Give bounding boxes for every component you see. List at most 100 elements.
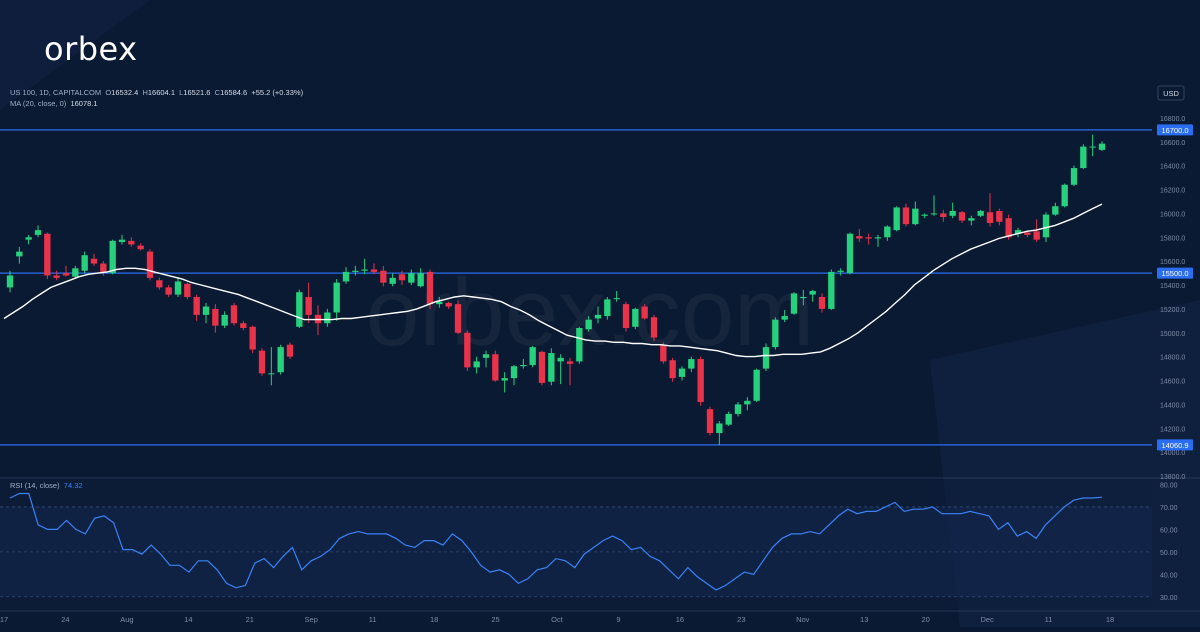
candle-body (884, 226, 891, 238)
currency-box[interactable] (1157, 85, 1185, 101)
time-tick-label: Aug (120, 615, 133, 624)
candle (921, 213, 928, 219)
candle (520, 359, 527, 369)
candle (501, 372, 508, 393)
candle (193, 294, 200, 321)
candle (706, 406, 714, 436)
candle-body (1042, 214, 1050, 238)
candle-body (632, 308, 639, 327)
legend-rsi-value: 74.32 (63, 481, 83, 490)
candle (417, 268, 424, 288)
candle-body (361, 269, 368, 271)
candle-body (454, 304, 462, 333)
candle (109, 239, 116, 275)
candle-body (1070, 168, 1078, 185)
candle-body (90, 258, 98, 264)
legend-o-label: O (105, 88, 112, 97)
rsi-tick-label: 60.00 (1160, 527, 1178, 534)
candle-body (893, 207, 900, 231)
candle (389, 273, 396, 287)
candle-body (510, 366, 518, 379)
candle-body (986, 212, 994, 223)
time-tick-label: 24 (61, 615, 69, 624)
candle (286, 342, 294, 360)
candle-body (772, 319, 779, 348)
candle-body (501, 378, 508, 381)
candle-body (44, 233, 51, 276)
candle-body (958, 212, 966, 221)
candle-body (977, 211, 984, 216)
candle-body (930, 213, 938, 215)
time-tick-label: Sep (305, 615, 318, 624)
candle-body (146, 251, 154, 278)
legend-c-label: C (214, 88, 221, 97)
candle-body (912, 208, 919, 225)
candle (930, 195, 938, 216)
candle (333, 279, 340, 321)
candle (380, 265, 387, 287)
candle-body (949, 211, 956, 216)
candle (1089, 134, 1096, 157)
candle-body (417, 273, 424, 287)
rsi-tick-label: 30.00 (1160, 595, 1178, 602)
candle-body (734, 404, 742, 414)
candle (118, 234, 126, 245)
candle (426, 269, 434, 309)
candle-body (781, 316, 788, 320)
candle (949, 202, 956, 219)
candle-body (1089, 146, 1096, 148)
candle (258, 348, 266, 376)
time-tick-label: 21 (246, 615, 254, 624)
candle (482, 350, 490, 368)
candle-body (352, 270, 359, 272)
candle-body (1098, 143, 1106, 150)
legend-l-label: L (179, 88, 184, 97)
candle (202, 302, 210, 324)
candle-body (100, 263, 107, 272)
candle (613, 291, 620, 302)
legend-high: 16604.1 (147, 88, 175, 97)
level-label-bg (1157, 439, 1193, 451)
time-tick-label: 11 (1045, 615, 1053, 624)
candle-body (408, 273, 415, 283)
candle (912, 201, 919, 226)
candle-body (688, 359, 695, 369)
candle (557, 354, 564, 385)
candle-body (482, 354, 490, 358)
candle (716, 421, 723, 445)
candle (34, 225, 42, 238)
candle-body (697, 359, 704, 402)
price-tick-label: 15400.0 (1160, 283, 1185, 290)
candle-body (202, 306, 210, 315)
candle-body (790, 293, 798, 314)
candle-body (370, 269, 378, 272)
rsi-tick-label: 50.00 (1160, 550, 1178, 557)
candle (1070, 165, 1078, 186)
rsi-line (9, 492, 1103, 591)
candle (968, 215, 975, 226)
candle-body (277, 347, 284, 373)
candle (902, 203, 910, 227)
candle-body (6, 275, 14, 288)
time-tick-label: 11 (369, 615, 377, 624)
candle (342, 267, 350, 284)
candle-body (641, 306, 648, 319)
candle-body (380, 270, 387, 283)
price-tick-label: 15800.0 (1160, 235, 1185, 242)
candle (352, 265, 359, 276)
time-tick-label: 9 (616, 615, 620, 624)
candle-body (818, 296, 826, 309)
candle (305, 282, 312, 324)
candle-body (492, 354, 499, 381)
candle (370, 263, 378, 275)
candle (398, 270, 406, 286)
candle-body (753, 369, 760, 401)
rsi-pane-background (0, 480, 1152, 608)
legend-symbol: US 100, 1D, CAPITALCOM (10, 88, 102, 97)
candle (874, 234, 882, 247)
legend-ma-label: MA (20, close, 0) (10, 99, 67, 108)
candle (744, 397, 751, 411)
candle-body (650, 317, 658, 338)
candle (576, 326, 583, 364)
